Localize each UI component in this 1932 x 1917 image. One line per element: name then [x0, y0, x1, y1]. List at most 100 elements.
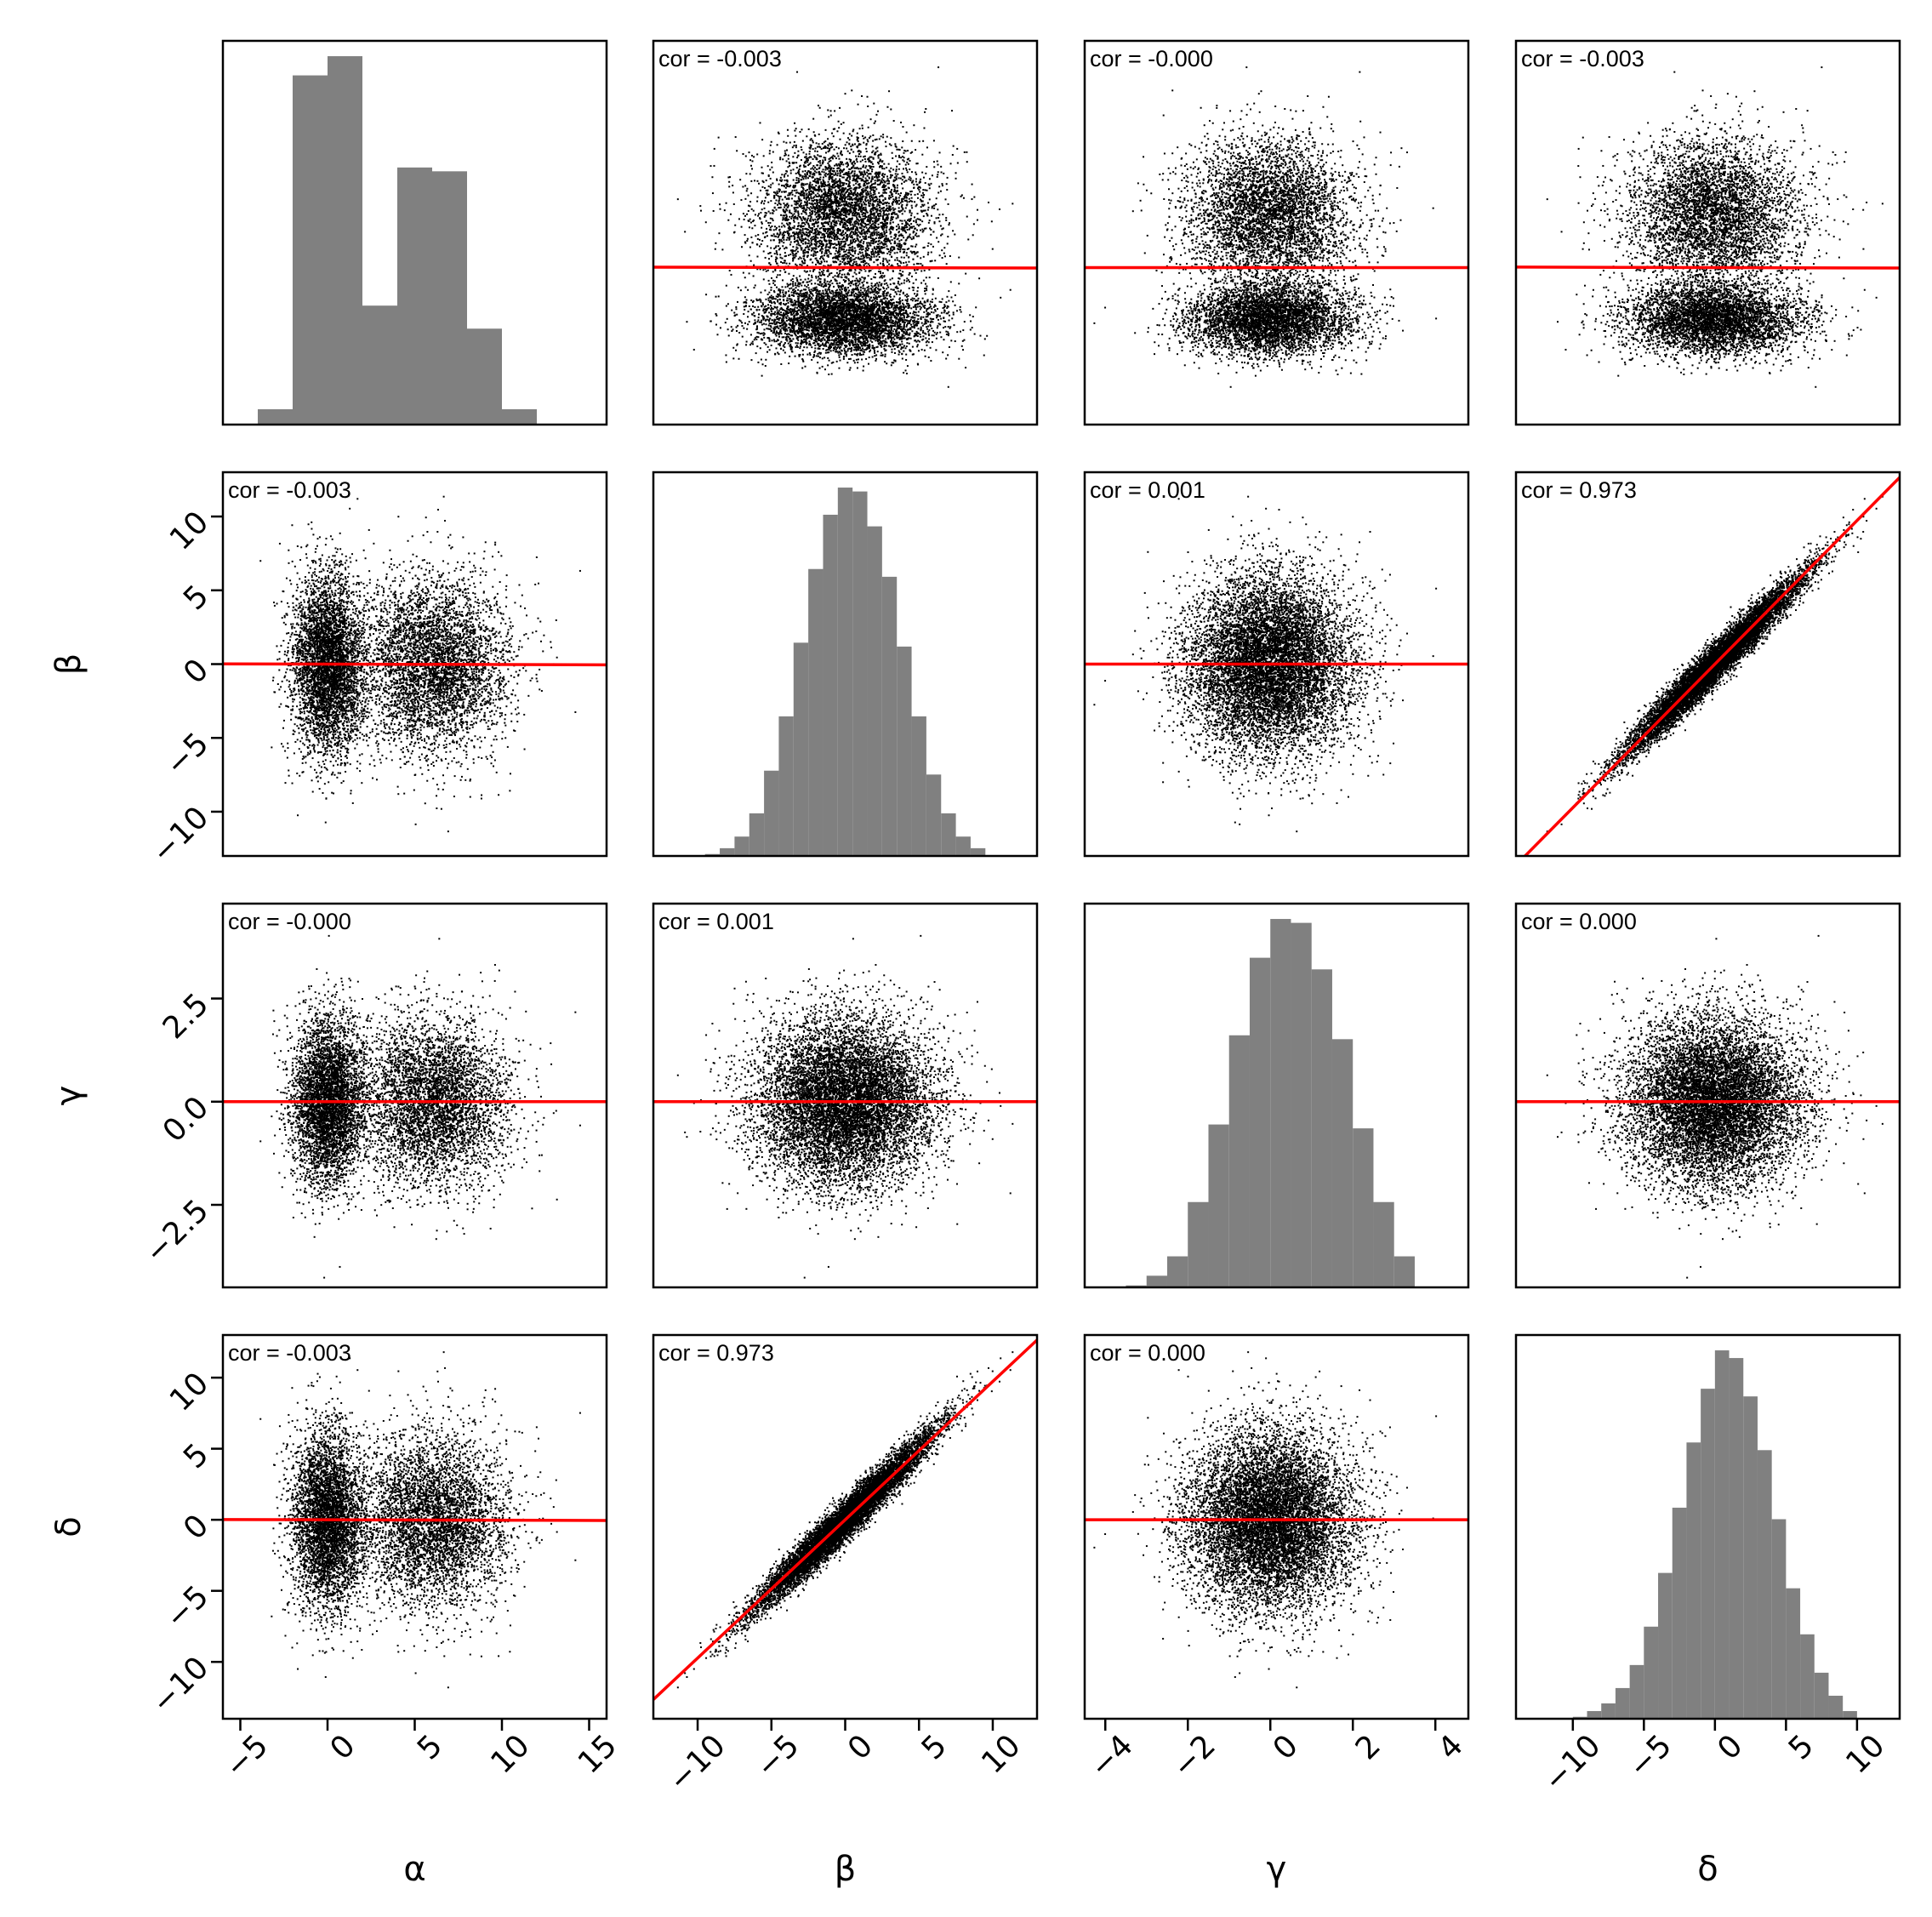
scatter-point: [748, 210, 749, 212]
scatter-point: [751, 160, 753, 162]
scatter-point: [917, 218, 919, 220]
scatter-point: [817, 180, 818, 182]
scatter-point: [894, 348, 896, 350]
scatter-point: [886, 180, 887, 182]
scatter-point: [833, 286, 835, 288]
scatter-point: [802, 311, 804, 312]
scatter-point: [943, 247, 945, 248]
scatter-point: [749, 201, 751, 203]
scatter-point: [857, 133, 858, 134]
scatter-point: [746, 341, 748, 343]
scatter-point: [863, 353, 864, 355]
scatter-point: [903, 279, 905, 281]
scatter-point: [886, 231, 887, 233]
scatter-point: [789, 209, 790, 211]
scatter-point: [850, 161, 852, 163]
scatter-point: [841, 154, 843, 156]
scatter-point: [859, 352, 861, 354]
scatter-point: [864, 167, 866, 168]
scatter-point: [827, 144, 829, 145]
scatter-point: [806, 200, 808, 202]
scatter-point: [825, 151, 827, 153]
scatter-point: [882, 136, 884, 138]
scatter-point: [790, 279, 792, 281]
scatter-point: [873, 166, 875, 168]
scatter-point: [847, 137, 849, 139]
histogram-bar: [258, 409, 293, 425]
scatter-point: [788, 155, 789, 157]
scatter-point: [841, 242, 842, 244]
scatter-point: [922, 140, 924, 142]
scatter-point: [827, 276, 829, 277]
scatter-point: [921, 304, 923, 305]
scatter-point: [863, 349, 865, 351]
scatter-point: [744, 185, 746, 186]
scatter-point: [877, 351, 879, 352]
scatter-point: [963, 339, 965, 341]
scatter-point: [768, 292, 770, 294]
scatter-point: [868, 290, 869, 292]
scatter-point: [858, 150, 860, 151]
scatter-point: [880, 271, 881, 272]
scatter-point: [926, 300, 928, 302]
scatter-point: [871, 300, 873, 302]
scatter-point: [740, 289, 742, 291]
scatter-point: [899, 195, 901, 197]
scatter-point: [860, 161, 862, 163]
scatter-points: [677, 66, 1013, 388]
scatter-point: [876, 282, 878, 284]
scatter-point: [768, 311, 770, 313]
scatter-point: [766, 180, 767, 181]
scatter-point: [904, 294, 906, 296]
scatter-point: [951, 317, 953, 319]
scatter-point: [818, 202, 820, 203]
scatter-point: [948, 290, 949, 292]
scatter-point: [872, 345, 874, 346]
scatter-point: [912, 246, 914, 248]
scatter-point: [913, 124, 915, 126]
scatter-point: [889, 195, 891, 197]
scatter-point: [757, 306, 759, 308]
scatter-point: [937, 164, 938, 166]
scatter-point: [933, 306, 935, 308]
scatter-point: [795, 180, 797, 181]
scatter-point: [817, 151, 818, 152]
scatter-point: [897, 161, 898, 163]
scatter-point: [743, 213, 744, 214]
scatter-point: [795, 255, 797, 257]
scatter-point: [949, 222, 950, 224]
scatter-point: [812, 230, 813, 231]
scatter-point: [763, 328, 765, 330]
scatter-point: [771, 301, 772, 303]
scatter-point: [928, 242, 930, 244]
scatter-point: [920, 328, 921, 330]
scatter-point: [789, 288, 790, 289]
scatter-point: [736, 330, 738, 332]
scatter-point: [770, 218, 772, 220]
scatter-point: [911, 213, 913, 214]
scatter-point: [750, 192, 752, 194]
scatter-point: [916, 236, 918, 237]
scatter-point: [824, 159, 826, 161]
scatter-point: [829, 274, 830, 276]
scatter-point: [903, 345, 905, 346]
scatter-point: [873, 183, 875, 185]
scatter-point: [919, 140, 920, 142]
scatter-point: [824, 339, 825, 341]
scatter-point: [786, 216, 788, 218]
scatter-point: [715, 296, 716, 298]
scatter-point: [822, 290, 824, 292]
scatter-point: [849, 336, 851, 338]
scatter-point: [821, 148, 823, 150]
scatter-point: [812, 158, 814, 160]
scatter-point: [892, 157, 893, 159]
scatter-point: [813, 206, 815, 208]
scatter-point: [784, 286, 786, 288]
scatter-point: [801, 220, 803, 221]
scatter-point: [929, 187, 931, 189]
scatter-point: [903, 293, 904, 294]
scatter-point: [952, 154, 954, 156]
scatter-point: [870, 180, 872, 182]
scatter-point: [763, 308, 765, 310]
scatter-point: [761, 208, 763, 210]
